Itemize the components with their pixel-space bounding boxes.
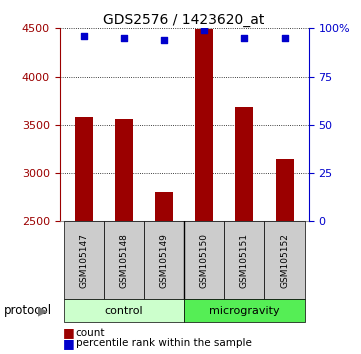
Bar — [195, 29, 213, 221]
Point — [161, 37, 167, 43]
Bar — [275, 159, 293, 221]
Text: percentile rank within the sample: percentile rank within the sample — [76, 338, 252, 348]
Bar — [115, 119, 133, 221]
Bar — [155, 192, 173, 221]
Text: GSM105151: GSM105151 — [240, 233, 249, 288]
Point — [201, 27, 207, 33]
Point — [282, 35, 287, 41]
Text: microgravity: microgravity — [209, 306, 280, 316]
Point — [121, 35, 127, 41]
Text: GSM105152: GSM105152 — [280, 233, 289, 288]
Point — [81, 33, 87, 39]
Bar — [75, 117, 93, 221]
Text: control: control — [105, 306, 143, 316]
Text: GSM105149: GSM105149 — [160, 233, 169, 288]
Point — [242, 35, 247, 41]
Text: GSM105147: GSM105147 — [79, 233, 88, 288]
Text: ■: ■ — [63, 337, 75, 350]
Bar — [184, 221, 224, 299]
Bar — [104, 221, 144, 299]
Text: protocol: protocol — [4, 304, 52, 317]
Bar — [184, 299, 305, 322]
Text: GSM105150: GSM105150 — [200, 233, 209, 288]
Bar — [265, 221, 305, 299]
Text: ▶: ▶ — [38, 304, 48, 317]
Text: count: count — [76, 328, 105, 338]
Bar — [224, 221, 265, 299]
Bar — [235, 107, 253, 221]
Text: ■: ■ — [63, 326, 75, 339]
Text: GSM105148: GSM105148 — [119, 233, 129, 288]
Title: GDS2576 / 1423620_at: GDS2576 / 1423620_at — [103, 13, 265, 27]
Bar — [64, 221, 104, 299]
Bar — [64, 299, 184, 322]
Bar — [144, 221, 184, 299]
